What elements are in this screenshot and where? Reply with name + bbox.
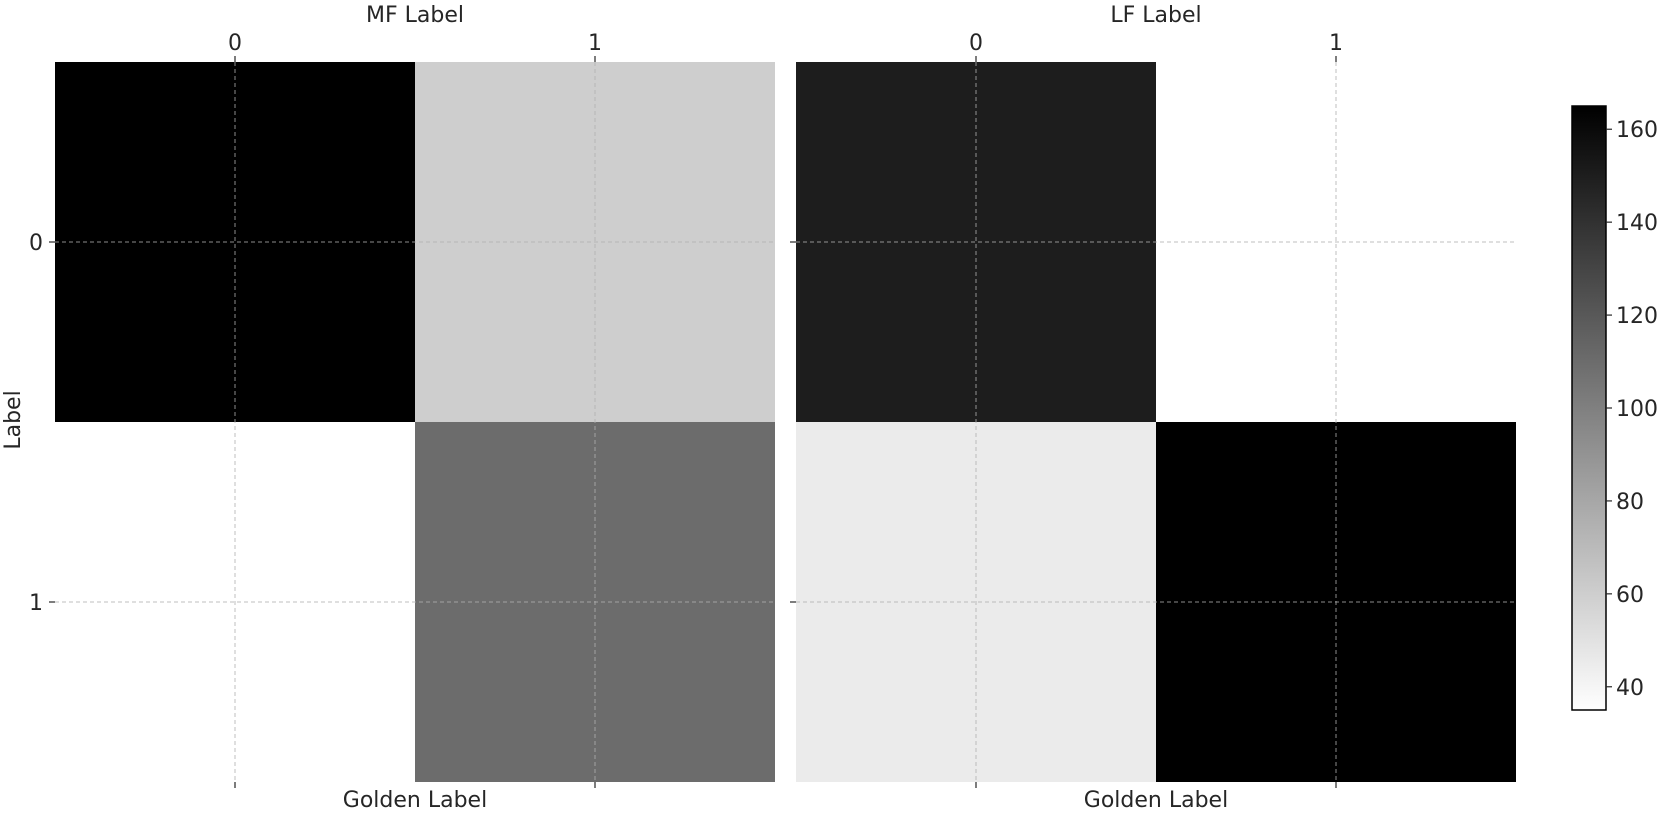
colorbar-tick-label-140: 140	[1616, 211, 1658, 236]
heatmap-cell-mf-r0-c0	[55, 62, 415, 422]
shared-y-axis-title: Label	[1, 390, 26, 449]
x-tick-label-mf-0: 0	[228, 31, 242, 56]
colorbar: 160 140 120 100 80 60 40	[1571, 105, 1658, 711]
x-tick-label-mf-1: 1	[588, 31, 602, 56]
mf-heatmap-panel: 0 1 0 1 MF Label Golden Label	[29, 3, 775, 813]
colorbar-tick-label-40: 40	[1616, 676, 1644, 701]
colorbar-tick-label-100: 100	[1616, 397, 1658, 422]
x-axis-title-bottom-lf: Golden Label	[1084, 788, 1228, 813]
y-tick-label-0: 0	[29, 231, 43, 256]
x-tick-label-lf-0: 0	[969, 31, 983, 56]
colorbar-tick-label-120: 120	[1616, 304, 1658, 329]
colorbar-gradient	[1571, 105, 1607, 711]
x-tick-label-lf-1: 1	[1329, 31, 1343, 56]
colorbar-tick-label-60: 60	[1616, 583, 1644, 608]
lf-heatmap-panel: 0 1 LF Label Golden Label	[790, 3, 1516, 813]
x-axis-title-top-mf: MF Label	[366, 3, 464, 28]
colorbar-tick-label-80: 80	[1616, 490, 1644, 515]
x-axis-title-top-lf: LF Label	[1110, 3, 1201, 28]
colorbar-tick-label-160: 160	[1616, 118, 1658, 143]
heatmap-cell-lf-r0-c0	[796, 62, 1156, 422]
x-axis-title-bottom-mf: Golden Label	[343, 788, 487, 813]
y-tick-label-1: 1	[29, 591, 43, 616]
